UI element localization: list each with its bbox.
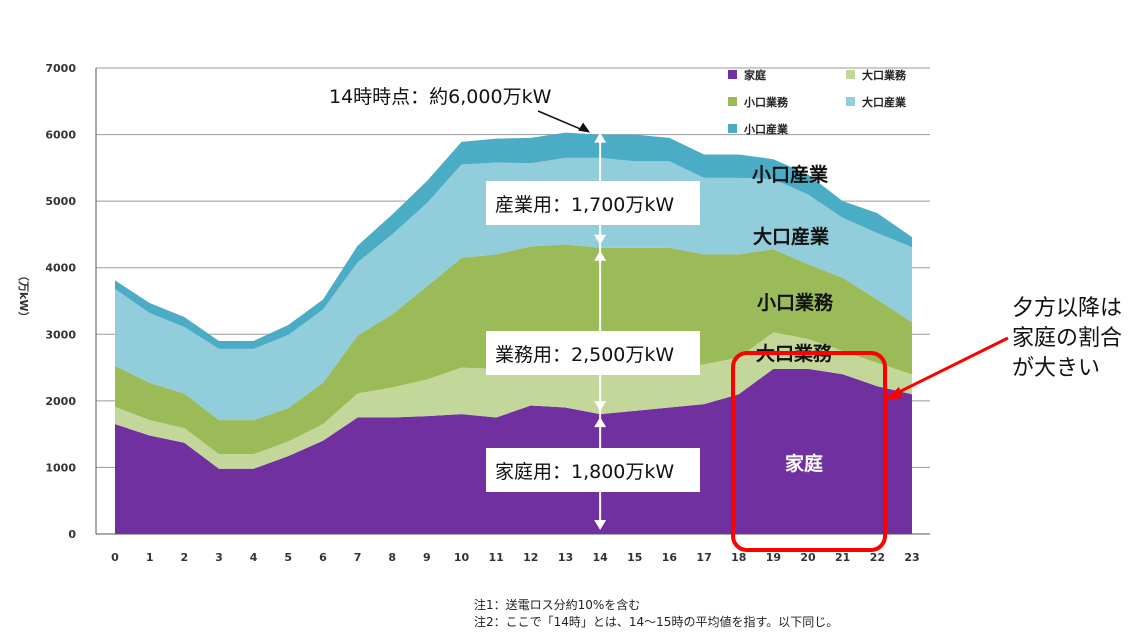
layer-label-household: 家庭 [785, 452, 823, 475]
x-tick-label: 13 [558, 551, 573, 564]
area-小口産業 [115, 132, 912, 349]
household-label: 家庭用：1,800万kW [495, 461, 674, 483]
business-label: 業務用：2,500万kW [495, 344, 674, 366]
industry-label: 産業用：1,700万kW [495, 194, 674, 216]
x-tick-label: 11 [489, 551, 504, 564]
y-tick-label: 4000 [45, 262, 76, 275]
y-tick-label: 3000 [45, 328, 76, 341]
x-tick-label: 14 [592, 551, 608, 564]
highlight-box [731, 351, 887, 552]
y-tick-label: 5000 [45, 195, 76, 208]
legend-swatch [728, 124, 737, 133]
y-tick-label: 7000 [45, 62, 76, 75]
legend-swatch [728, 70, 737, 79]
y-axis-label: （万kW） [17, 270, 30, 322]
area-大口業務 [115, 332, 912, 469]
peak-arrow-head-bottom [594, 520, 607, 530]
layer-label-small-business: 小口業務 [757, 291, 834, 314]
callout-line-1: 夕方以降は [1012, 296, 1123, 321]
legend-label: 小口業務 [743, 95, 789, 109]
legend-label: 家庭 [744, 68, 766, 82]
legend-label: 大口産業 [862, 95, 907, 109]
segment-arrow-head [594, 401, 607, 412]
x-tick-label: 19 [766, 551, 781, 564]
x-tick-label: 7 [354, 551, 362, 564]
area-大口産業 [115, 157, 912, 421]
x-tick-label: 0 [111, 551, 119, 564]
peak-pointer [537, 110, 585, 132]
footnote-1: 注1：送電ロス分約10%を含む [474, 598, 641, 612]
callout-text: 夕方以降は 家庭の割合 が大きい [1012, 294, 1122, 384]
y-tick-label: 0 [68, 528, 76, 541]
x-tick-label: 8 [388, 551, 396, 564]
legend-label: 大口業務 [862, 68, 907, 82]
callout-arrow [884, 336, 1009, 400]
legend-swatch [728, 97, 737, 106]
x-tick-label: 6 [319, 551, 327, 564]
household-label-box: 家庭用：1,800万kW [486, 448, 700, 492]
footnote-2: 注2：ここで「14時」とは、14～15時の平均値を指す。以下同じ。 [474, 615, 839, 629]
x-tick-label: 17 [696, 551, 711, 564]
x-tick-label: 3 [215, 551, 223, 564]
x-tick-label: 1 [146, 551, 154, 564]
x-tick-label: 18 [731, 551, 746, 564]
x-axis-ticks: 0 1 2 3 4 5 6 7 8 9 10 11 12 13 14 15 16 17 18 19 20 21 22 23 [111, 551, 919, 564]
x-tick-label: 22 [870, 551, 885, 564]
x-tick-label: 4 [250, 551, 258, 564]
business-label-box: 業務用：2,500万kW [486, 331, 700, 375]
x-tick-label: 16 [662, 551, 678, 564]
x-tick-label: 12 [523, 551, 538, 564]
x-tick-label: 10 [454, 551, 470, 564]
layer-label-large-industry: 大口産業 [753, 225, 830, 248]
x-tick-label: 5 [284, 551, 292, 564]
peak-pointer-head [578, 122, 591, 133]
legend-swatch [846, 97, 855, 106]
peak-annotation: 14時時点：約6,000万kW [329, 86, 552, 108]
y-axis-ticks: 0 1000 2000 3000 4000 5000 6000 7000 [45, 62, 76, 541]
x-tick-label: 20 [800, 551, 816, 564]
legend-label: 小口産業 [743, 122, 789, 136]
x-tick-label: 2 [180, 551, 188, 564]
layer-label-small-industry: 小口産業 [752, 163, 829, 186]
x-tick-label: 21 [835, 551, 850, 564]
y-tick-label: 2000 [45, 395, 76, 408]
callout-line-2: 家庭の割合 [1012, 326, 1123, 351]
y-tick-label: 1000 [45, 461, 76, 474]
segment-arrow-head [594, 417, 607, 428]
segment-arrow-head [594, 250, 607, 261]
peak-arrow-head-top [594, 132, 607, 143]
y-tick-label: 6000 [45, 129, 76, 142]
legend-swatch [846, 70, 855, 79]
x-tick-label: 15 [627, 551, 642, 564]
callout-line-3: が大きい [1012, 356, 1101, 381]
industry-label-box: 産業用：1,700万kW [486, 181, 700, 225]
segment-arrow-head [594, 234, 607, 245]
x-tick-label: 9 [423, 551, 431, 564]
x-tick-label: 23 [904, 551, 919, 564]
